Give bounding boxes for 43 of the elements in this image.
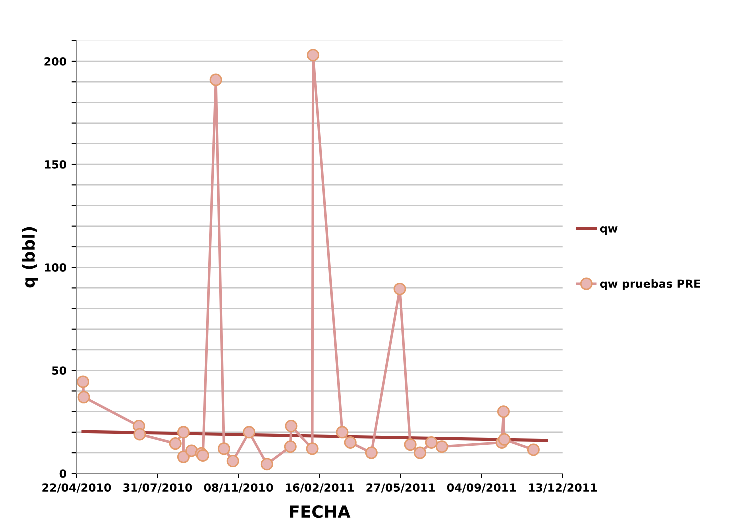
point bbox=[177, 450, 190, 464]
point bbox=[177, 426, 190, 439]
legend-label: qw pruebas PRE bbox=[600, 279, 700, 290]
point bbox=[186, 444, 198, 458]
point bbox=[169, 438, 182, 450]
x-tick-label: 31/07/2010 bbox=[124, 484, 192, 493]
point bbox=[336, 426, 349, 439]
point bbox=[260, 458, 274, 471]
point bbox=[307, 49, 320, 62]
point bbox=[436, 440, 448, 454]
point bbox=[218, 442, 230, 456]
legend-label: qw bbox=[600, 226, 618, 236]
point bbox=[226, 455, 240, 468]
point bbox=[78, 391, 90, 404]
x-tick-label: 08/11/2010 bbox=[204, 484, 274, 493]
point bbox=[365, 446, 378, 460]
point bbox=[414, 446, 427, 460]
y-tick-label: 200 bbox=[44, 57, 66, 66]
point bbox=[134, 428, 146, 441]
y-tick-label: 100 bbox=[45, 264, 66, 272]
point bbox=[344, 436, 357, 449]
point bbox=[210, 74, 222, 86]
point bbox=[285, 420, 298, 433]
point bbox=[404, 438, 417, 452]
x-tick-label: 22/04/2010 bbox=[42, 484, 112, 493]
x-tick-label: 04/09/2011 bbox=[447, 484, 516, 493]
x-axis-title: FECHA bbox=[290, 506, 351, 518]
x-tick-label: 16/02/2011 bbox=[286, 484, 354, 493]
point bbox=[425, 436, 438, 449]
x-tick-label: 13/12/2011 bbox=[529, 484, 598, 493]
point bbox=[284, 440, 297, 454]
y-tick-label: 0 bbox=[60, 470, 66, 478]
x-tick-label: 27/05/2011 bbox=[366, 484, 436, 493]
point bbox=[76, 376, 90, 388]
point bbox=[394, 282, 406, 296]
y-tick-label: 150 bbox=[45, 160, 66, 169]
point bbox=[306, 442, 319, 456]
point bbox=[527, 444, 540, 456]
point bbox=[497, 406, 510, 418]
y-axis-title: q (bbl) bbox=[22, 227, 38, 288]
point bbox=[243, 426, 256, 439]
y-tick-label: 50 bbox=[52, 366, 66, 375]
point bbox=[498, 433, 511, 446]
